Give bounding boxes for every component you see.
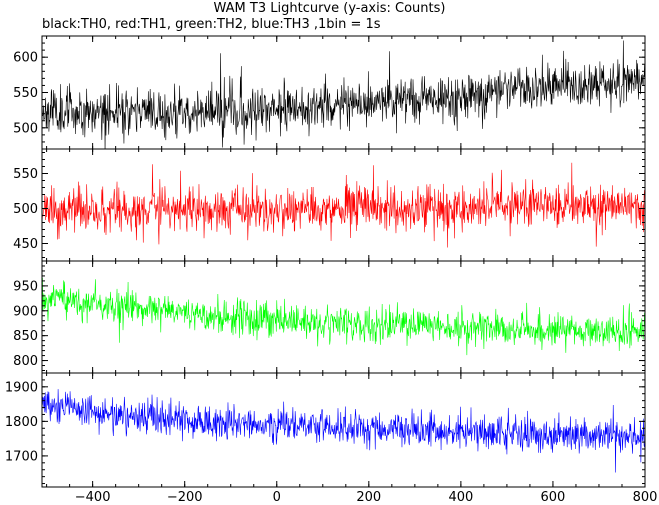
y-tick-label: 550 <box>13 86 38 101</box>
series-line-th2 <box>42 277 645 356</box>
y-tick-label: 950 <box>13 279 38 294</box>
y-tick-label: 1900 <box>5 380 38 395</box>
panel-frame-th1 <box>41 148 646 262</box>
y-tick-label: 800 <box>13 354 38 369</box>
y-tick-label: 900 <box>13 304 38 319</box>
x-tick-label: −400 <box>75 490 111 505</box>
series-line-th3 <box>42 389 645 473</box>
y-tick-label: 1700 <box>5 449 38 464</box>
y-tick-label: 550 <box>13 167 38 182</box>
x-tick-label: 200 <box>356 490 381 505</box>
series-line-th1 <box>42 162 645 248</box>
chart-title: WAM T3 Lightcurve (y-axis: Counts) <box>213 1 446 16</box>
x-tick-label: 0 <box>273 490 281 505</box>
y-tick-label: 500 <box>13 121 38 136</box>
series-line-th0 <box>42 40 645 149</box>
x-tick-label: 800 <box>633 490 658 505</box>
panel-frame-th3 <box>41 372 646 488</box>
y-tick-label: 600 <box>13 51 38 66</box>
x-tick-label: −200 <box>167 490 203 505</box>
y-tick-label: 850 <box>13 329 38 344</box>
x-tick-label: 600 <box>541 490 566 505</box>
x-tick-label: 400 <box>448 490 473 505</box>
y-tick-label: 450 <box>13 237 38 252</box>
chart-subtitle: black:TH0, red:TH1, green:TH2, blue:TH3 … <box>42 17 381 32</box>
y-tick-label: 1800 <box>5 415 38 430</box>
y-tick-label: 500 <box>13 202 38 217</box>
